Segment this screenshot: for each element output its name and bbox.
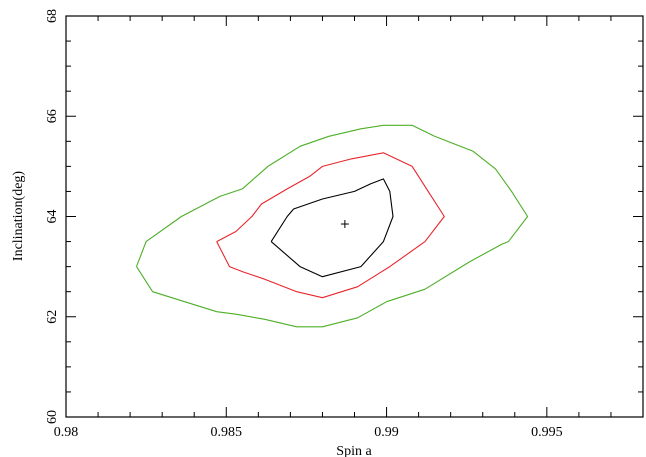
x-tick-label: 0.98 [54, 425, 79, 440]
y-tick-label: 66 [45, 109, 60, 123]
y-tick-label: 62 [45, 310, 60, 324]
best-fit-marker [340, 220, 349, 229]
x-tick-label: 0.99 [374, 425, 399, 440]
x-axis-title: Spin a [336, 444, 372, 457]
y-tick-labels: 60 62 64 66 68 [45, 9, 60, 424]
x-tick-label: 0.995 [531, 425, 563, 440]
x-tick-labels: 0.98 0.985 0.99 0.995 [54, 425, 563, 440]
contour-line-2 [216, 152, 445, 299]
contour-line-3 [135, 124, 529, 328]
y-tick-label: 60 [45, 410, 60, 424]
y-tick-label: 68 [45, 9, 60, 23]
contour-lines [135, 124, 529, 328]
x-tick-label: 0.985 [211, 425, 243, 440]
plot-frame [65, 15, 644, 418]
axis-ticks [65, 15, 644, 418]
contour-line-1 [270, 178, 394, 278]
y-tick-label: 64 [45, 210, 60, 224]
y-axis-title: Inclination(deg) [11, 171, 26, 262]
